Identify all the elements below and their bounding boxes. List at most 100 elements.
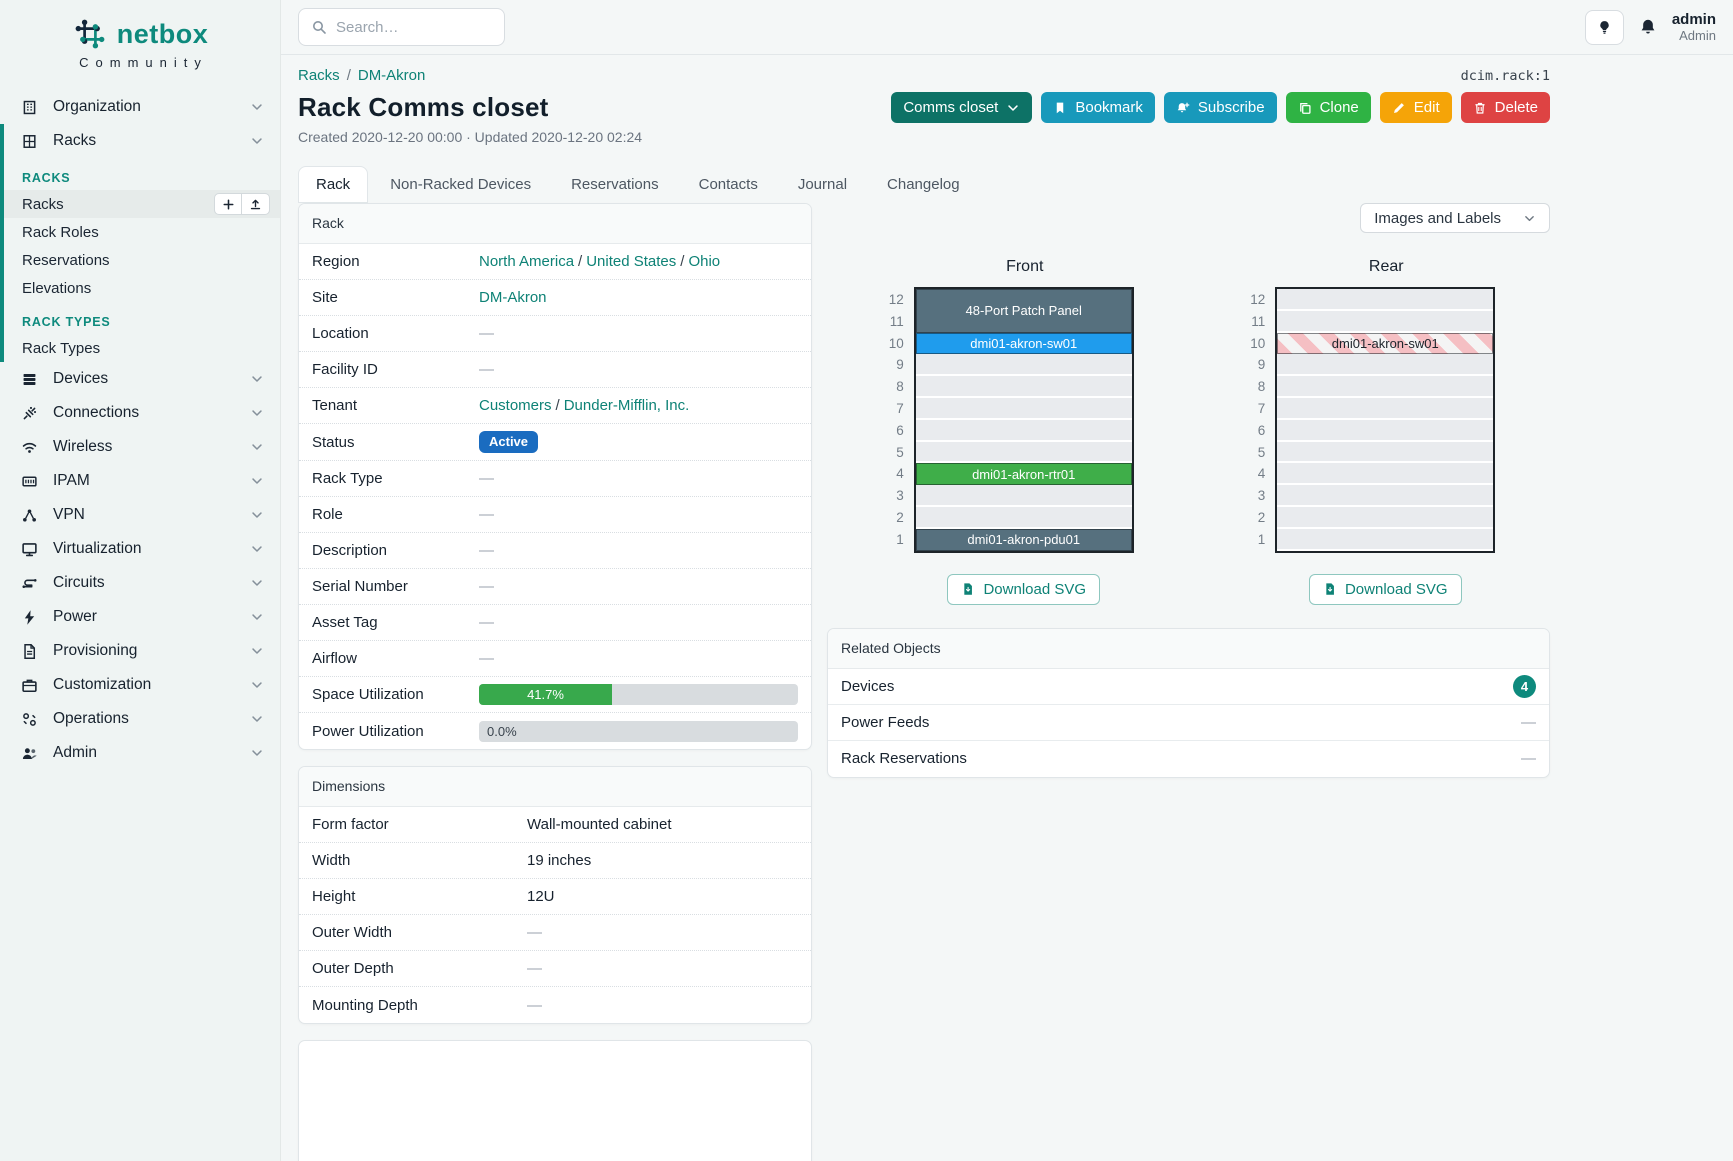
rack-slot-u6[interactable] (915, 419, 1132, 442)
link-customers[interactable]: Customers (479, 397, 552, 414)
sidebar-item-wireless[interactable]: Wireless (0, 430, 280, 464)
download-svg-front-button[interactable]: Download SVG (947, 573, 1101, 605)
tab-rack[interactable]: Rack (298, 166, 369, 203)
field-row-site: Site DM-Akron (299, 280, 811, 316)
clone-button[interactable]: Clone (1285, 92, 1371, 123)
sidebar-item-organization[interactable]: Organization (0, 90, 280, 124)
sidebar-item-power[interactable]: Power (0, 600, 280, 634)
rack-slot-u3[interactable] (915, 485, 1132, 507)
rack-slot-u8[interactable] (915, 376, 1132, 398)
sidebar-item-provisioning[interactable]: Provisioning (0, 634, 280, 668)
subscribe-button[interactable]: Subscribe (1163, 92, 1277, 123)
rack-slot-u9[interactable] (1277, 354, 1494, 377)
button-label: Download SVG (983, 580, 1087, 598)
theme-toggle-button[interactable] (1584, 9, 1624, 45)
related-label: Power Feeds (841, 713, 930, 731)
rack-selector-button[interactable]: Comms closet (891, 92, 1033, 123)
field-value: — (479, 542, 798, 559)
field-label: Serial Number (312, 578, 408, 595)
rack-slot-u8[interactable] (1277, 376, 1494, 398)
subnav-item-label: Rack Roles (22, 223, 99, 241)
rack-slot-u2[interactable] (915, 506, 1132, 529)
main-area: admin Admin Racks / DM-Akron dcim.rack:1 R… (281, 0, 1733, 1161)
tab-reservations[interactable]: Reservations (571, 176, 659, 193)
link-united-states[interactable]: United States (586, 253, 677, 270)
rack-slot-u7[interactable] (1277, 397, 1494, 420)
empty-value: — (479, 650, 494, 667)
sidebar-item-label: Customization (53, 676, 152, 693)
sidebar-item-connections[interactable]: Connections (0, 396, 280, 430)
rack-slot-u12[interactable] (1277, 289, 1494, 311)
sidebar-subitem-rack-roles[interactable]: Rack Roles (4, 218, 280, 246)
sidebar-subitem-elevations[interactable]: Elevations (4, 274, 280, 302)
sidebar-item-operations[interactable]: Operations (0, 702, 280, 736)
sidebar-nav: Organization Racks RACKS Racks Rack Roles Res… (0, 90, 280, 770)
sidebar-item-ipam[interactable]: IPAM (0, 464, 280, 498)
rack-slot-u7[interactable] (915, 397, 1132, 420)
sidebar-subitem-racks[interactable]: Racks (4, 190, 280, 218)
search-box[interactable] (298, 8, 505, 46)
download-svg-rear-button[interactable]: Download SVG (1308, 573, 1462, 605)
add-rack-button[interactable] (214, 193, 242, 215)
display-mode-select[interactable]: Images and Labels (1360, 203, 1550, 233)
rack-slot-u11[interactable] (1277, 310, 1494, 333)
search-icon (311, 19, 327, 35)
sidebar-item-customization[interactable]: Customization (0, 668, 280, 702)
brand-name: netbox (116, 18, 209, 49)
tab-non-racked-devices[interactable]: Non-Racked Devices (390, 176, 532, 193)
related-row-power-feeds[interactable]: Power Feeds — (828, 705, 1549, 741)
link-north-america[interactable]: North America (479, 253, 575, 270)
breadcrumb-link-racks[interactable]: Racks (298, 67, 340, 84)
related-row-rack-reservations[interactable]: Rack Reservations — (828, 741, 1549, 777)
lightbulb-icon (1597, 20, 1612, 35)
rack-slot-u6[interactable] (1277, 419, 1494, 442)
rack-slot-u5[interactable] (1277, 441, 1494, 464)
rack-slot-u3[interactable] (1277, 485, 1494, 507)
sidebar-item-circuits[interactable]: Circuits (0, 566, 280, 600)
admin-icon (21, 745, 38, 762)
field-label: Location (312, 325, 369, 342)
field-row-outer-width: Outer Width — (299, 915, 811, 951)
breadcrumb-link-dm-akron[interactable]: DM-Akron (357, 67, 426, 84)
rack-slot-u2[interactable] (1277, 506, 1494, 529)
notifications-bell-icon[interactable] (1639, 18, 1657, 36)
import-racks-button[interactable] (242, 193, 270, 215)
empty-value: — (479, 325, 494, 342)
link-ohio[interactable]: Ohio (688, 253, 721, 270)
sidebar-item-racks[interactable]: Racks (4, 124, 280, 158)
link-dm-akron[interactable]: DM-Akron (479, 289, 547, 306)
rack-slot-u1[interactable] (1277, 528, 1494, 551)
tab-journal[interactable]: Journal (797, 176, 848, 193)
rack-slot-u5[interactable] (915, 441, 1132, 464)
edit-button[interactable]: Edit (1379, 92, 1452, 123)
link-dunder-mifflin-inc[interactable]: Dunder-Mifflin, Inc. (563, 397, 690, 414)
rack-slot-u4-dmi01-akron-rtr01[interactable]: dmi01-akron-rtr01 (915, 463, 1132, 486)
sidebar-subitem-reservations[interactable]: Reservations (4, 246, 280, 274)
rack-grid-rear: dmi01-akron-sw01 (1275, 287, 1496, 553)
rack-slot-u10-dmi01-akron-sw01[interactable]: dmi01-akron-sw01 (915, 332, 1132, 355)
chevron-down-icon (250, 134, 264, 148)
related-row-devices[interactable]: Devices 4 (828, 669, 1549, 705)
sidebar-item-label: Virtualization (53, 540, 142, 557)
tab-changelog[interactable]: Changelog (887, 176, 960, 193)
button-label: Comms closet (903, 99, 999, 116)
sidebar-subitem-rack-types[interactable]: Rack Types (4, 334, 280, 362)
delete-button[interactable]: Delete (1460, 92, 1550, 123)
unit-number-8: 8 (1257, 379, 1266, 395)
user-menu[interactable]: admin Admin (1672, 11, 1716, 44)
tab-contacts[interactable]: Contacts (698, 176, 758, 193)
next-panel-cutoff (298, 1040, 812, 1161)
sidebar-item-vpn[interactable]: VPN (0, 498, 280, 532)
search-input[interactable] (336, 18, 492, 36)
rack-slot-u10-dmi01-akron-sw01[interactable]: dmi01-akron-sw01 (1277, 332, 1494, 355)
field-label: Outer Width (312, 924, 393, 941)
rack-slot-u4[interactable] (1277, 463, 1494, 486)
sidebar-item-virtualization[interactable]: Virtualization (0, 532, 280, 566)
sidebar-item-admin[interactable]: Admin (0, 736, 280, 770)
rack-slot-u12-48-port-patch-panel[interactable]: 48-Port Patch Panel (915, 289, 1132, 333)
sidebar-item-devices[interactable]: Devices (0, 362, 280, 396)
bookmark-button[interactable]: Bookmark (1041, 92, 1155, 123)
rack-slot-u9[interactable] (915, 354, 1132, 377)
unit-number-3: 3 (1257, 488, 1266, 504)
rack-slot-u1-dmi01-akron-pdu01[interactable]: dmi01-akron-pdu01 (915, 528, 1132, 551)
